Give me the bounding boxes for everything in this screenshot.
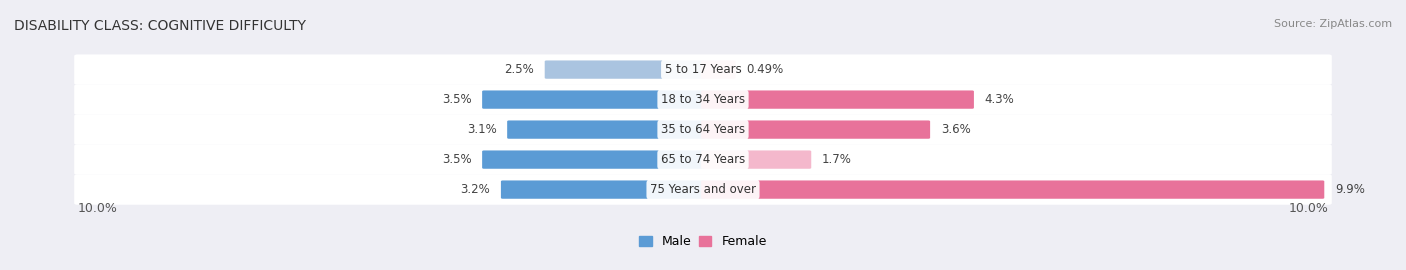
FancyBboxPatch shape bbox=[75, 174, 1331, 205]
FancyBboxPatch shape bbox=[508, 120, 704, 139]
FancyBboxPatch shape bbox=[482, 150, 704, 169]
Text: 75 Years and over: 75 Years and over bbox=[650, 183, 756, 196]
Text: 65 to 74 Years: 65 to 74 Years bbox=[661, 153, 745, 166]
Legend: Male, Female: Male, Female bbox=[634, 230, 772, 253]
FancyBboxPatch shape bbox=[75, 55, 1331, 85]
FancyBboxPatch shape bbox=[544, 60, 704, 79]
Text: 35 to 64 Years: 35 to 64 Years bbox=[661, 123, 745, 136]
Text: 9.9%: 9.9% bbox=[1334, 183, 1365, 196]
Text: 10.0%: 10.0% bbox=[1289, 202, 1329, 215]
Text: 3.6%: 3.6% bbox=[941, 123, 970, 136]
Text: DISABILITY CLASS: COGNITIVE DIFFICULTY: DISABILITY CLASS: COGNITIVE DIFFICULTY bbox=[14, 19, 307, 33]
Text: 1.7%: 1.7% bbox=[823, 153, 852, 166]
Text: 4.3%: 4.3% bbox=[984, 93, 1014, 106]
FancyBboxPatch shape bbox=[75, 85, 1331, 115]
Text: 3.5%: 3.5% bbox=[441, 153, 471, 166]
FancyBboxPatch shape bbox=[702, 90, 974, 109]
Text: 0.49%: 0.49% bbox=[747, 63, 783, 76]
Text: 5 to 17 Years: 5 to 17 Years bbox=[665, 63, 741, 76]
FancyBboxPatch shape bbox=[702, 180, 1324, 199]
Text: 2.5%: 2.5% bbox=[505, 63, 534, 76]
FancyBboxPatch shape bbox=[702, 60, 735, 79]
FancyBboxPatch shape bbox=[75, 114, 1331, 145]
Text: 18 to 34 Years: 18 to 34 Years bbox=[661, 93, 745, 106]
Text: Source: ZipAtlas.com: Source: ZipAtlas.com bbox=[1274, 19, 1392, 29]
FancyBboxPatch shape bbox=[501, 180, 704, 199]
FancyBboxPatch shape bbox=[75, 144, 1331, 175]
Text: 3.1%: 3.1% bbox=[467, 123, 496, 136]
Text: 10.0%: 10.0% bbox=[77, 202, 117, 215]
FancyBboxPatch shape bbox=[482, 90, 704, 109]
Text: 3.5%: 3.5% bbox=[441, 93, 471, 106]
FancyBboxPatch shape bbox=[702, 120, 931, 139]
Text: 3.2%: 3.2% bbox=[461, 183, 491, 196]
FancyBboxPatch shape bbox=[702, 150, 811, 169]
